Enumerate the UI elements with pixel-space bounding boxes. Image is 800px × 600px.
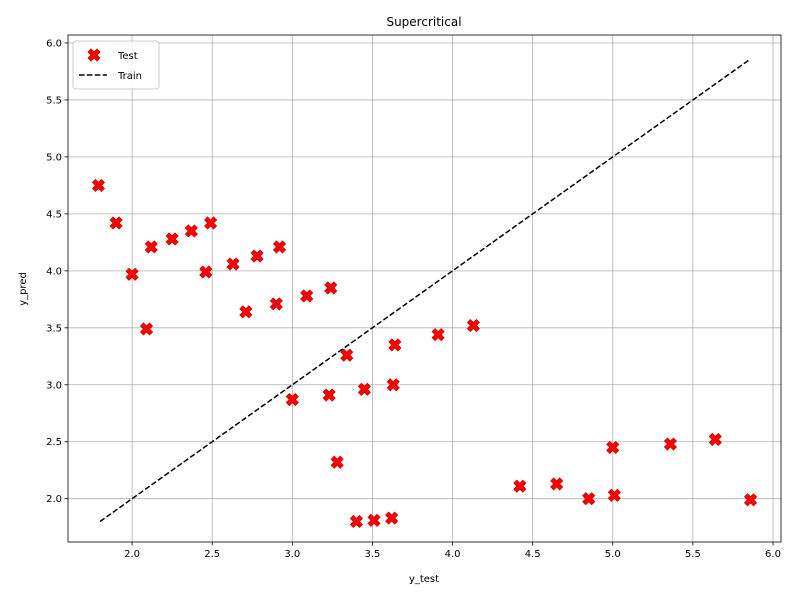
y-tick-label: 4.0 bbox=[46, 266, 62, 277]
test-point bbox=[285, 393, 299, 407]
grid bbox=[68, 35, 781, 542]
x-tick-label: 2.0 bbox=[124, 549, 140, 560]
test-point bbox=[340, 348, 354, 362]
y-tick-label: 6.0 bbox=[46, 38, 62, 49]
legend: Test Train bbox=[72, 40, 160, 90]
test-point bbox=[125, 267, 139, 281]
test-point bbox=[269, 297, 283, 311]
x-tick-label: 5.0 bbox=[605, 549, 621, 560]
test-point bbox=[144, 240, 158, 254]
test-point bbox=[386, 378, 400, 392]
plot-area bbox=[91, 59, 758, 529]
x-tick-label: 6.0 bbox=[765, 549, 781, 560]
x-tick-label: 5.5 bbox=[685, 549, 701, 560]
test-point bbox=[466, 318, 480, 333]
legend-item-train: Train bbox=[79, 71, 142, 82]
x-tick-label: 4.5 bbox=[525, 549, 541, 560]
test-point bbox=[139, 322, 154, 336]
test-point bbox=[606, 440, 620, 455]
x-tick-label: 2.5 bbox=[204, 549, 220, 560]
test-point bbox=[109, 216, 123, 230]
y-tick-label: 4.5 bbox=[46, 209, 62, 220]
test-point bbox=[385, 511, 399, 525]
y-tick-label: 2.5 bbox=[46, 437, 62, 448]
test-point bbox=[272, 240, 287, 254]
y-axis: 2.0 2.5 3.0 3.5 4.0 4.5 5.0 5.5 6.0 bbox=[46, 38, 68, 505]
train-line bbox=[99, 59, 750, 523]
x-tick-label: 3.0 bbox=[284, 549, 300, 560]
test-point bbox=[663, 437, 678, 451]
test-point bbox=[357, 382, 371, 396]
chart-title: Supercritical bbox=[386, 15, 461, 29]
test-point bbox=[349, 514, 363, 529]
test-point bbox=[743, 493, 758, 507]
legend-item-test: Test bbox=[87, 48, 138, 62]
test-point bbox=[300, 289, 314, 303]
axes-frame bbox=[67, 34, 782, 543]
test-point bbox=[367, 513, 381, 527]
x-axis-label: y_test bbox=[409, 574, 439, 585]
test-point bbox=[239, 305, 253, 319]
legend-marker-test bbox=[87, 48, 101, 62]
legend-label-test: Test bbox=[117, 51, 138, 62]
test-point bbox=[431, 328, 445, 342]
test-point bbox=[513, 479, 527, 493]
test-point bbox=[226, 257, 240, 271]
y-axis-label: y_pred bbox=[18, 272, 29, 306]
test-point bbox=[165, 232, 179, 246]
test-point bbox=[184, 224, 198, 238]
test-point bbox=[607, 488, 621, 502]
test-point bbox=[582, 492, 596, 506]
test-point bbox=[250, 249, 264, 263]
x-axis: 2.0 2.5 3.0 3.5 4.0 4.5 5.0 5.5 6.0 bbox=[124, 542, 781, 560]
test-point bbox=[550, 477, 564, 491]
y-tick-label: 3.5 bbox=[46, 323, 62, 334]
legend-label-train: Train bbox=[117, 71, 142, 82]
test-point bbox=[91, 178, 106, 192]
x-tick-label: 3.5 bbox=[364, 549, 380, 560]
y-tick-label: 5.0 bbox=[46, 152, 62, 163]
y-tick-label: 5.5 bbox=[46, 95, 62, 106]
x-tick-label: 4.0 bbox=[445, 549, 461, 560]
y-tick-label: 2.0 bbox=[46, 494, 62, 505]
test-point bbox=[204, 216, 218, 230]
legend-box bbox=[72, 40, 160, 90]
test-point bbox=[330, 455, 344, 469]
test-point bbox=[199, 265, 213, 279]
test-point bbox=[708, 432, 722, 447]
test-point bbox=[388, 338, 402, 352]
test-point bbox=[322, 388, 336, 402]
test-point bbox=[324, 281, 338, 295]
y-tick-label: 3.0 bbox=[46, 380, 62, 391]
